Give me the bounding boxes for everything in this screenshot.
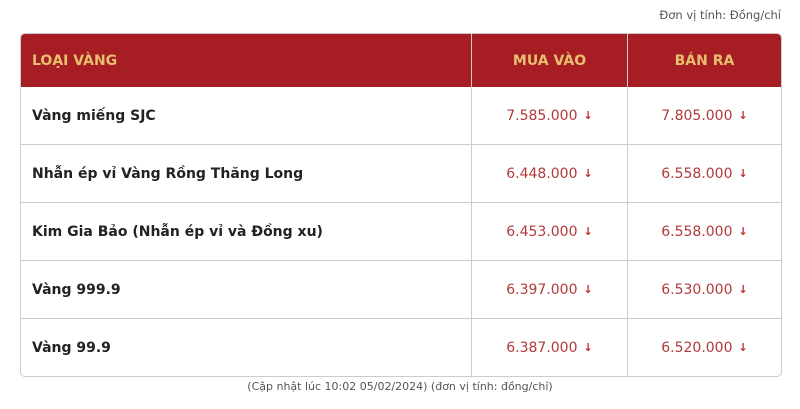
buy-price: 6.448.000 (506, 165, 578, 182)
table-row: Vàng 999.9 6.397.000 ↓ 6.530.000 ↓ (21, 260, 781, 318)
buy-cell: 6.453.000 ↓ (471, 203, 627, 260)
sell-cell: 6.530.000 ↓ (627, 261, 781, 318)
arrow-down-icon: ↓ (583, 109, 593, 122)
buy-cell: 6.397.000 ↓ (471, 261, 627, 318)
table-row: Nhẫn ép vỉ Vàng Rồng Thăng Long 6.448.00… (21, 144, 781, 202)
gold-type: Nhẫn ép vỉ Vàng Rồng Thăng Long (32, 165, 304, 182)
sell-price: 7.805.000 (661, 107, 733, 124)
table-header: LOẠI VÀNG MUA VÀO BÁN RA (21, 34, 781, 87)
arrow-down-icon: ↓ (738, 283, 748, 296)
sell-cell: 6.558.000 ↓ (627, 203, 781, 260)
gold-type: Kim Gia Bảo (Nhẫn ép vỉ và Đồng xu) (32, 223, 323, 240)
gold-price-table: LOẠI VÀNG MUA VÀO BÁN RA Vàng miếng SJC … (20, 33, 782, 377)
buy-price: 7.585.000 (506, 107, 578, 124)
unit-note: Đơn vị tính: Đồng/chỉ (659, 8, 781, 22)
buy-cell: 6.448.000 ↓ (471, 145, 627, 202)
sell-cell: 6.558.000 ↓ (627, 145, 781, 202)
arrow-down-icon: ↓ (738, 167, 748, 180)
sell-price: 6.558.000 (661, 165, 733, 182)
gold-type: Vàng 99.9 (32, 339, 111, 356)
header-sell: BÁN RA (627, 34, 781, 87)
buy-cell: 6.387.000 ↓ (471, 319, 627, 376)
header-type: LOẠI VÀNG (32, 52, 118, 69)
buy-price: 6.453.000 (506, 223, 578, 240)
header-buy: MUA VÀO (471, 34, 627, 87)
buy-price: 6.387.000 (506, 339, 578, 356)
arrow-down-icon: ↓ (738, 225, 748, 238)
table-row: Vàng 99.9 6.387.000 ↓ 6.520.000 ↓ (21, 318, 781, 376)
arrow-down-icon: ↓ (583, 283, 593, 296)
sell-price: 6.520.000 (661, 339, 733, 356)
arrow-down-icon: ↓ (738, 109, 748, 122)
arrow-down-icon: ↓ (738, 341, 748, 354)
arrow-down-icon: ↓ (583, 167, 593, 180)
arrow-down-icon: ↓ (583, 341, 593, 354)
table-row: Kim Gia Bảo (Nhẫn ép vỉ và Đồng xu) 6.45… (21, 202, 781, 260)
gold-type: Vàng 999.9 (32, 281, 121, 298)
arrow-down-icon: ↓ (583, 225, 593, 238)
buy-cell: 7.585.000 ↓ (471, 87, 627, 144)
update-note: (Cập nhật lúc 10:02 05/02/2024) (đơn vị … (247, 380, 553, 393)
sell-cell: 7.805.000 ↓ (627, 87, 781, 144)
sell-price: 6.530.000 (661, 281, 733, 298)
sell-cell: 6.520.000 ↓ (627, 319, 781, 376)
table-row: Vàng miếng SJC 7.585.000 ↓ 7.805.000 ↓ (21, 87, 781, 144)
gold-type: Vàng miếng SJC (32, 107, 156, 124)
buy-price: 6.397.000 (506, 281, 578, 298)
sell-price: 6.558.000 (661, 223, 733, 240)
